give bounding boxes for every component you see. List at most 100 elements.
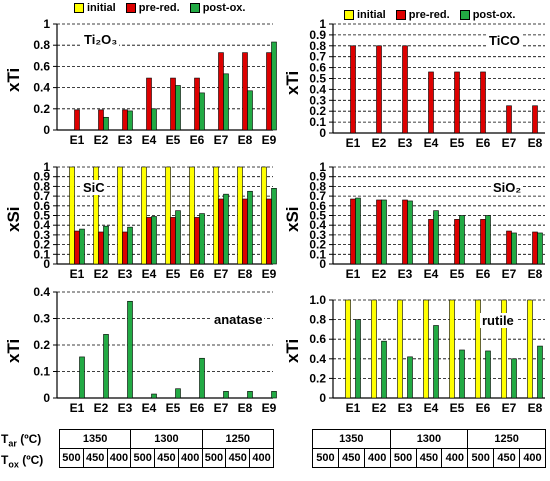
bar-post-ox xyxy=(355,319,361,399)
bar-post-ox xyxy=(381,340,387,399)
y-tick-label: 0.5 xyxy=(309,209,326,223)
tar-cell: 1350 xyxy=(312,429,391,449)
panel-title-sic: SiC xyxy=(81,180,107,195)
bar-post-ox xyxy=(459,215,465,265)
legend-swatch-post-ox xyxy=(459,10,470,20)
y-tick-label: 0.2 xyxy=(309,238,326,252)
panel-title-sio2: SiO₂ xyxy=(491,180,524,195)
tar-row: 1350 1300 1250 xyxy=(312,429,546,449)
tox-cell: 400 xyxy=(249,448,274,468)
bar-initial xyxy=(449,299,455,399)
tox-cell: 400 xyxy=(106,448,132,468)
bar-post-ox xyxy=(175,85,181,131)
y-tick-label: 1 xyxy=(43,160,50,174)
y-tick-label: 0.4 xyxy=(309,218,326,232)
bar-post-ox xyxy=(127,226,133,265)
y-tick-label: 0.1 xyxy=(33,365,50,379)
y-tick-label: 0.9 xyxy=(309,170,326,184)
legend-label-initial: initial xyxy=(87,2,116,14)
conditions-table-left: 1350 1300 1250 500 450 400 500 450 400 5… xyxy=(58,429,275,468)
x-tick-label: E1 xyxy=(346,401,361,415)
bar-post-ox xyxy=(485,215,491,265)
bar-post-ox xyxy=(175,210,181,265)
x-tick-label: E4 xyxy=(142,267,157,281)
bar-initial xyxy=(397,299,403,399)
bar-post-ox xyxy=(271,391,277,399)
legend-swatch-pre-red xyxy=(395,10,406,20)
y-tick-label: 1 xyxy=(43,17,50,31)
x-tick-label: E6 xyxy=(190,401,205,415)
tar-row-label: Tar (ºC) xyxy=(1,432,42,449)
x-tick-label: E7 xyxy=(502,267,517,281)
y-tick-label: 0.8 xyxy=(309,179,326,193)
bar-initial xyxy=(69,166,75,265)
legend-swatch-initial xyxy=(344,10,354,20)
x-tick-label: E2 xyxy=(372,267,387,281)
bar-post-ox xyxy=(151,108,157,131)
bar-pre-red xyxy=(122,231,128,265)
bar-initial xyxy=(117,166,123,265)
bar-post-ox xyxy=(511,232,517,265)
y-tick-label: 0.9 xyxy=(309,28,326,42)
legend-swatch-post-ox xyxy=(189,3,200,13)
x-tick-label: E8 xyxy=(528,267,543,281)
x-tick-label: E3 xyxy=(118,401,133,415)
y-axis-label: xTi xyxy=(283,338,302,363)
y-tick-label: 0.1 xyxy=(33,247,50,261)
x-tick-label: E3 xyxy=(398,136,413,150)
bar-post-ox xyxy=(511,358,517,399)
y-tick-label: 0.4 xyxy=(33,218,50,232)
bar-pre-red xyxy=(74,230,80,265)
bar-pre-red xyxy=(428,219,434,265)
bar-pre-red xyxy=(532,105,538,134)
y-tick-label: 0.1 xyxy=(309,115,326,129)
bar-post-ox xyxy=(407,200,413,265)
bar-post-ox xyxy=(355,197,361,265)
bar-initial xyxy=(423,299,429,399)
bar-pre-red xyxy=(454,219,460,265)
y-tick-label: 0.8 xyxy=(33,38,50,52)
bar-pre-red xyxy=(428,71,434,134)
x-tick-label: E5 xyxy=(166,267,181,281)
tox-row: 500 450 400 500 450 400 500 450 400 xyxy=(312,448,546,468)
tox-cell: 400 xyxy=(363,448,391,468)
bar-post-ox xyxy=(199,92,205,131)
x-tick-label: E5 xyxy=(450,401,465,415)
bar-pre-red xyxy=(170,217,176,265)
bar-pre-red xyxy=(98,109,104,131)
bar-initial xyxy=(371,299,377,399)
x-tick-label: E8 xyxy=(238,133,253,147)
y-tick-label: 0.3 xyxy=(33,312,50,326)
bar-pre-red xyxy=(146,217,152,265)
y-tick-label: 0.4 xyxy=(33,81,50,95)
bar-initial xyxy=(261,166,267,265)
tar-cell: 1300 xyxy=(389,429,469,449)
x-tick-label: E4 xyxy=(142,133,157,147)
x-tick-label: E1 xyxy=(346,267,361,281)
y-tick-label: 0 xyxy=(319,257,326,271)
tar-cell: 1300 xyxy=(130,429,203,449)
tox-cell: 450 xyxy=(154,448,179,468)
bar-pre-red xyxy=(402,45,408,134)
bar-post-ox xyxy=(79,228,85,265)
panel-title-rutile: rutile xyxy=(480,313,516,328)
tox-row: 500 450 400 500 450 400 500 450 400 xyxy=(59,448,274,468)
bar-initial xyxy=(501,299,507,399)
bar-pre-red xyxy=(194,77,200,131)
x-tick-label: E1 xyxy=(70,401,85,415)
y-tick-label: 1.0 xyxy=(309,293,326,307)
bar-initial xyxy=(93,166,99,265)
x-tick-label: E6 xyxy=(190,267,205,281)
bar-initial xyxy=(527,299,533,399)
x-tick-label: E7 xyxy=(214,401,229,415)
y-tick-label: 0.1 xyxy=(309,247,326,261)
y-tick-label: 0.6 xyxy=(309,61,326,75)
y-axis-label: xTi xyxy=(4,338,23,363)
bar-pre-red xyxy=(506,230,512,265)
y-tick-label: 0.7 xyxy=(309,189,326,203)
bar-post-ox xyxy=(247,391,253,399)
y-axis-label: xTi xyxy=(283,70,302,95)
bar-pre-red xyxy=(218,52,224,131)
tox-cell: 450 xyxy=(337,448,365,468)
y-tick-label: 0.6 xyxy=(309,332,326,346)
